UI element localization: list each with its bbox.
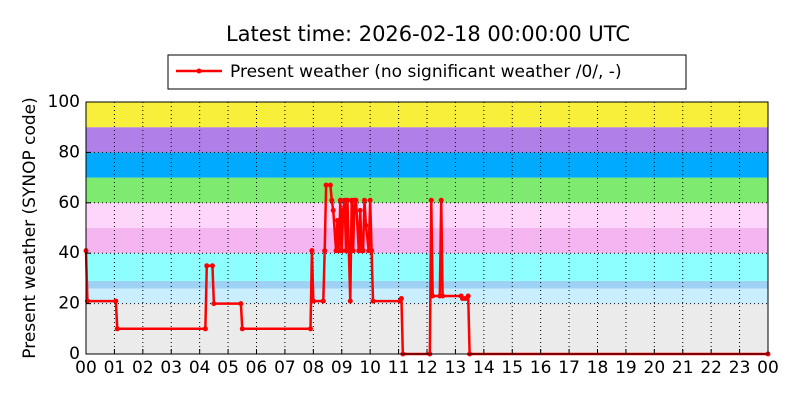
y-tick-label: 80 [58,142,80,162]
x-tick-label: 13 [445,358,467,378]
legend-box [167,54,687,90]
data-point [369,248,375,254]
legend: Present weather (no significant weather … [167,54,687,90]
data-point [334,217,340,223]
band [86,288,768,304]
data-point [211,301,217,307]
data-point [440,293,446,299]
data-point [310,298,316,304]
data-point [309,248,315,254]
data-point [350,248,356,254]
data-point [347,298,353,304]
data-point [340,207,346,213]
bands [86,102,768,354]
x-tick-label: 04 [189,358,211,378]
data-point [353,197,359,203]
x-tick-label: 05 [217,358,239,378]
x-tick-label: 15 [501,358,523,378]
x-tick-label: 16 [530,358,552,378]
data-point [428,197,434,203]
data-point [204,263,210,269]
x-tick-label: 06 [246,358,268,378]
x-tick-label: 08 [303,358,325,378]
data-point [322,248,328,254]
data-point [320,298,326,304]
y-tick-label: 100 [48,92,80,112]
x-tick-label: 01 [104,358,126,378]
x-tick-label: 02 [132,358,154,378]
x-tick-label: 00 [75,358,97,378]
x-tick-label: 03 [160,358,182,378]
data-point [370,298,376,304]
x-tick-label: 20 [644,358,666,378]
band [86,280,768,289]
y-tick-label: 0 [69,344,80,364]
data-point [361,197,367,203]
data-point [363,222,369,228]
y-tick-label: 60 [58,193,80,213]
x-tick-label: 23 [729,358,751,378]
x-tick-label: 11 [388,358,410,378]
data-point [238,301,244,307]
y-axis-label: Present weather (SYNOP code) [20,97,40,358]
x-tick-label: 07 [274,358,296,378]
data-point [367,197,373,203]
chart-title: Latest time: 2026-02-18 00:00:00 UTC [226,22,630,46]
legend-marker [196,68,202,74]
band [86,228,768,254]
data-point [339,248,345,254]
x-tick-label: 19 [615,358,637,378]
x-tick-label: 12 [416,358,438,378]
data-point [329,197,335,203]
data-point [330,207,336,213]
data-point [209,263,215,269]
x-tick-label: 14 [473,358,495,378]
data-point [239,326,245,332]
x-tick-label: 10 [359,358,381,378]
data-point [114,326,120,332]
data-point [430,293,436,299]
data-point [307,326,313,332]
data-point [344,197,350,203]
x-tick-label: 00 [757,358,779,378]
data-point [343,248,349,254]
plot [83,182,771,357]
x-tick-label: 22 [700,358,722,378]
legend-label: Present weather (no significant weather … [230,62,622,82]
axes: 0 20 40 60 80 100 00 01 02 03 04 05 06 07 08 09 10 11 12 13… [48,92,779,378]
data-point [327,182,333,188]
x-tick-label: 09 [331,358,353,378]
x-tick-label: 17 [558,358,580,378]
data-point [465,293,471,299]
data-point [398,296,404,302]
band [86,253,768,281]
data-point [337,197,343,203]
data-point [323,182,329,188]
x-tick-label: 21 [672,358,694,378]
y-tick-label: 20 [58,294,80,314]
band [86,152,768,178]
y-tick-label: 40 [58,243,80,263]
data-point [113,298,119,304]
data-point [202,326,208,332]
band [86,127,768,153]
data-point [357,207,363,213]
x-tick-label: 18 [587,358,609,378]
data-point [360,248,366,254]
data-point [438,197,444,203]
